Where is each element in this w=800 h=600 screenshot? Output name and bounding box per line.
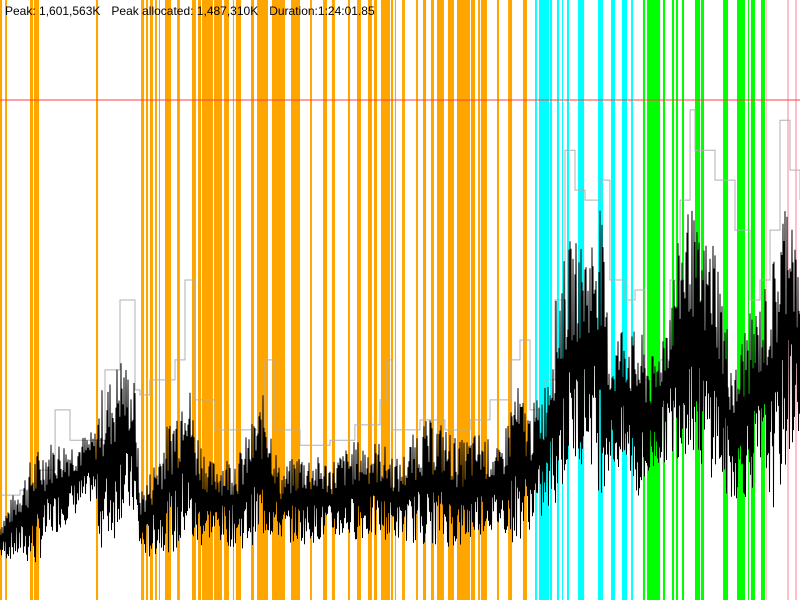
orange-event-band <box>0 0 3 600</box>
allocated-line <box>0 210 800 563</box>
heap-size-line <box>0 109 800 496</box>
orange-event-band <box>496 0 500 600</box>
orange-event-band <box>423 0 427 600</box>
green-event-band <box>723 0 728 600</box>
orange-event-band <box>436 0 444 600</box>
green-event-band <box>737 0 745 600</box>
orange-event-band <box>214 0 222 600</box>
orange-event-band <box>480 0 487 600</box>
orange-event-band <box>478 0 480 600</box>
orange-event-band <box>390 0 394 600</box>
orange-event-band <box>271 0 285 600</box>
orange-event-band <box>357 0 361 600</box>
orange-event-band <box>224 0 229 600</box>
orange-event-band <box>447 0 454 600</box>
green-event-band <box>675 0 679 600</box>
orange-event-band <box>402 0 405 600</box>
green-event-band <box>760 0 765 600</box>
orange-event-band <box>291 0 301 600</box>
duration-label: Duration:1:24:01.85 <box>269 4 375 18</box>
cyan-event-band <box>535 0 537 600</box>
orange-event-band <box>201 0 213 600</box>
orange-event-band <box>394 0 397 600</box>
orange-event-band <box>380 0 391 600</box>
green-event-band <box>662 0 665 600</box>
orange-event-band <box>165 0 172 600</box>
orange-event-band <box>33 0 40 600</box>
peak-label: Peak: 1,601,563K <box>5 4 101 18</box>
orange-event-band <box>331 0 335 600</box>
orange-event-band <box>149 0 153 600</box>
cyan-event-band <box>539 0 550 600</box>
green-event-band <box>642 0 646 600</box>
cyan-event-band <box>566 0 569 600</box>
orange-event-band <box>155 0 157 600</box>
orange-event-band <box>145 0 149 600</box>
orange-event-band <box>470 0 476 600</box>
orange-event-band <box>232 0 235 600</box>
orange-event-band <box>235 0 242 600</box>
stats-header: Peak: 1,601,563K Peak allocated: 1,487,31… <box>5 4 386 18</box>
orange-event-band <box>177 0 180 600</box>
green-event-band <box>747 0 749 600</box>
orange-event-band <box>95 0 99 600</box>
orange-event-band <box>367 0 372 600</box>
cyan-event-band <box>611 0 616 600</box>
orange-event-band <box>251 0 255 600</box>
pink-event-band <box>766 0 768 600</box>
orange-event-band <box>323 0 328 600</box>
orange-event-band <box>198 0 202 600</box>
green-event-band <box>647 0 661 600</box>
orange-event-band <box>430 0 434 600</box>
orange-event-band <box>5 0 7 600</box>
green-event-band <box>671 0 675 600</box>
orange-event-band <box>416 0 418 600</box>
orange-event-band <box>141 0 145 600</box>
orange-event-band <box>158 0 160 600</box>
orange-event-band <box>347 0 351 600</box>
orange-event-band <box>29 0 34 600</box>
orange-event-band <box>191 0 196 600</box>
orange-event-band <box>373 0 378 600</box>
cyan-event-band <box>549 0 553 600</box>
orange-event-band <box>522 0 527 600</box>
orange-event-band <box>508 0 513 600</box>
peak-allocated-label: Peak allocated: 1,487,310K <box>111 4 259 18</box>
orange-event-band <box>257 0 268 600</box>
orange-event-band <box>310 0 312 600</box>
